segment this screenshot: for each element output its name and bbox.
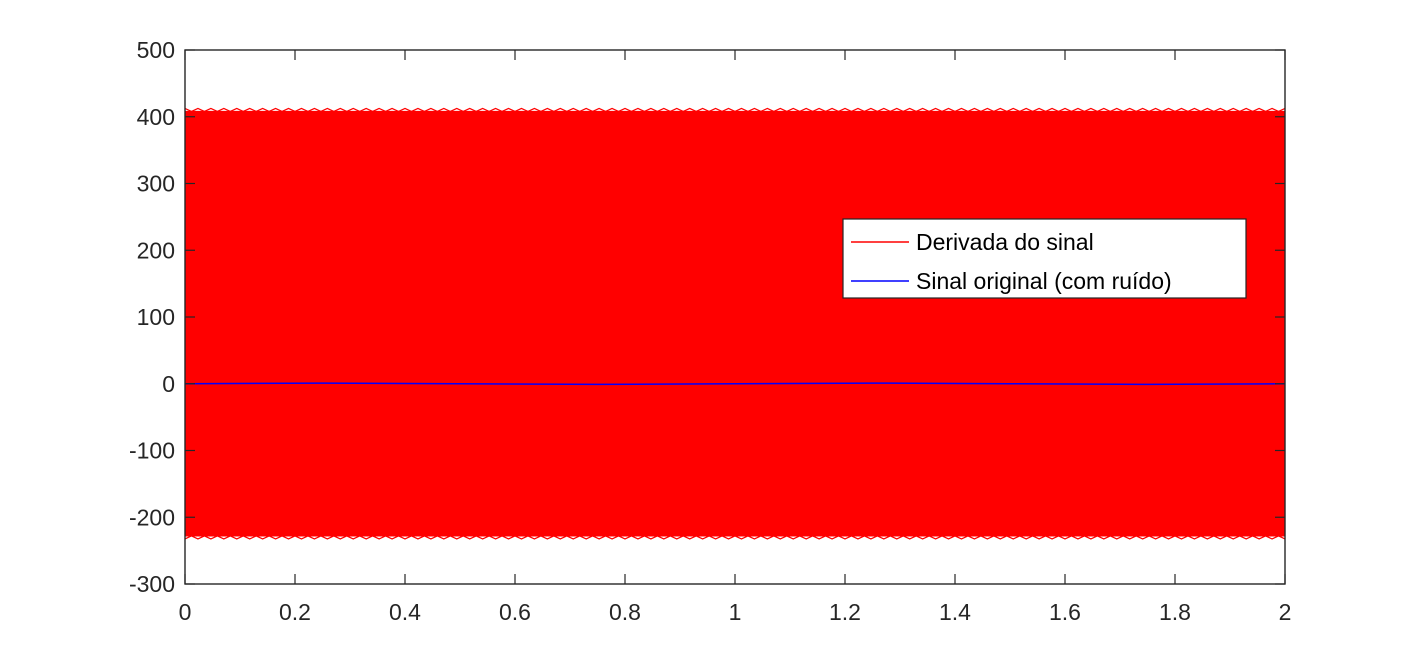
y-tick-label: 500: [137, 37, 175, 63]
y-tick-label: 300: [137, 171, 175, 197]
series-derivada-top-edge: [184, 107, 1286, 113]
y-tick-label: -100: [129, 438, 175, 464]
x-tick-labels: 0 0.2 0.4 0.6 0.8 1 1.2 1.4 1.6 1.8 2: [179, 599, 1292, 625]
ticks-layer: [184, 49, 1286, 585]
x-tick-label: 2: [1279, 599, 1292, 625]
legend: Derivada do sinal Sinal original (com ru…: [842, 218, 1247, 299]
y-tick-labels: -300 -200 -100 0 100 200 300 400 500: [129, 37, 175, 597]
series-layer: [184, 107, 1286, 540]
x-tick-label: 0.8: [609, 599, 641, 625]
x-tick-label: 0: [179, 599, 192, 625]
legend-box: [842, 218, 1247, 299]
y-tick-label: 400: [137, 104, 175, 130]
x-tick-label: 0.2: [279, 599, 311, 625]
x-tick-label: 1.2: [829, 599, 861, 625]
legend-label-sinal-original: Sinal original (com ruído): [916, 268, 1172, 294]
x-tick-label: 1.4: [939, 599, 971, 625]
x-tick-label: 0.6: [499, 599, 531, 625]
series-sinal-original-line: [184, 382, 1286, 386]
y-tick-label: 200: [137, 237, 175, 263]
series-derivada-bottom-edge: [184, 535, 1286, 540]
x-tick-label: 0.4: [389, 599, 421, 625]
legend-label-derivada: Derivada do sinal: [916, 229, 1094, 255]
x-tick-label: 1: [729, 599, 742, 625]
y-tick-label: 0: [162, 371, 175, 397]
y-tick-label: -300: [129, 571, 175, 597]
x-tick-label: 1.6: [1049, 599, 1081, 625]
x-tick-label: 1.8: [1159, 599, 1191, 625]
y-tick-label: 100: [137, 304, 175, 330]
y-tick-label: -200: [129, 504, 175, 530]
series-derivada-band: [184, 110, 1286, 537]
